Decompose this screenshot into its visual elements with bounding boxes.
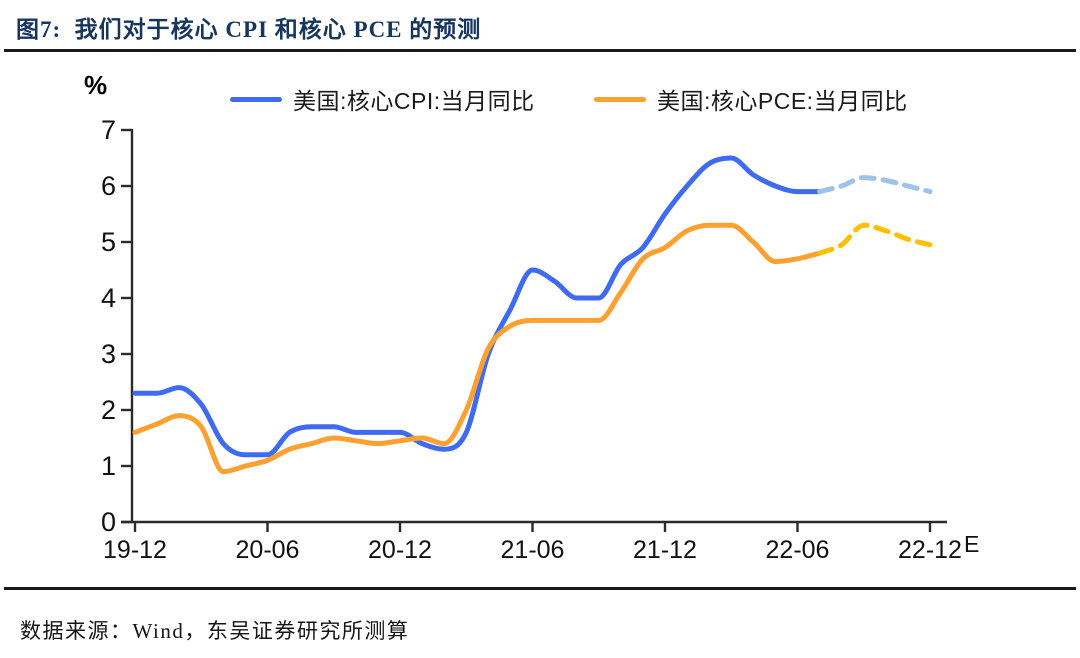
y-axis-unit-label: % (84, 70, 108, 100)
core-pce-line-forecast (817, 222, 933, 256)
figure-title: 图7: 我们对于核心 CPI 和核心 PCE 的预测 (16, 17, 482, 42)
legend-item-core-pce: 美国:核心PCE:当月同比 (594, 86, 908, 114)
bottom-divider (4, 587, 1076, 590)
y-tick-label: 2 (101, 395, 116, 425)
data-source-note: 数据来源：Wind，东吴证券研究所测算 (20, 619, 410, 643)
core-cpi-line-actual (132, 155, 823, 458)
x-tick-label: 22-06 (766, 536, 830, 564)
y-tick-label: 0 (101, 507, 116, 537)
core-pce-line-actual (132, 222, 823, 475)
y-tick-label: 1 (101, 451, 116, 481)
chart-legend: 美国:核心CPI:当月同比 美国:核心PCE:当月同比 (0, 86, 1080, 116)
y-tick-label: 4 (101, 283, 116, 313)
y-tick-label: 3 (101, 339, 116, 369)
y-tick-label: 6 (101, 171, 116, 201)
estimate-marker: E (964, 531, 979, 557)
top-divider (4, 49, 1076, 52)
x-tick-label: 21-06 (501, 536, 565, 564)
legend-swatch-cpi (230, 96, 282, 102)
core-cpi-line-forecast (817, 175, 933, 195)
legend-swatch-pce (594, 96, 646, 102)
x-tick-label: 19-12 (103, 536, 167, 564)
x-tick-label: 20-12 (368, 536, 432, 564)
x-tick-label: 22-12 (898, 536, 962, 564)
y-tick-label: 5 (101, 227, 116, 257)
y-tick-label: 7 (101, 115, 116, 145)
legend-item-core-cpi: 美国:核心CPI:当月同比 (230, 86, 535, 114)
legend-label-pce: 美国:核心PCE:当月同比 (657, 88, 908, 114)
x-tick-label: 21-12 (633, 536, 697, 564)
legend-label-cpi: 美国:核心CPI:当月同比 (293, 88, 535, 114)
x-tick-label: 20-06 (236, 536, 300, 564)
